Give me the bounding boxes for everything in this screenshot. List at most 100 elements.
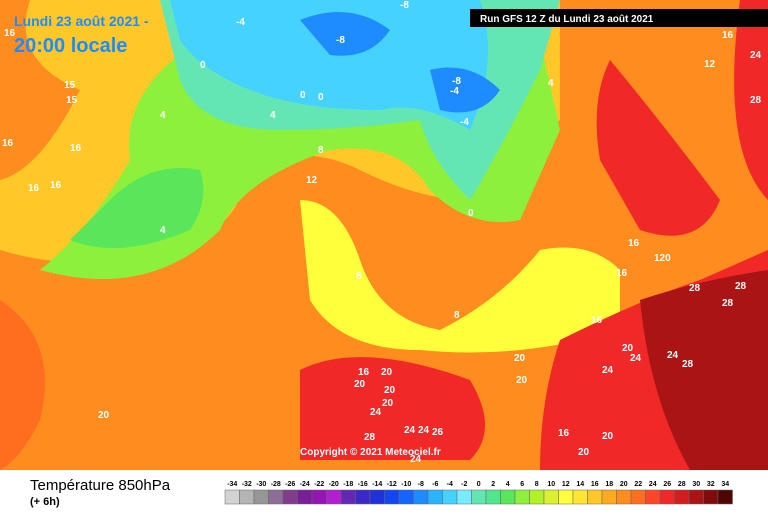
contour-label: 20 [354,379,366,390]
scale-swatch [239,489,255,505]
contour-label: 28 [682,359,694,370]
contour-label: -4 [460,117,469,128]
contour-label: 16 [591,315,603,326]
contour-label: 0 [318,92,324,103]
scale-label: 28 [678,481,686,488]
copyright: Copyright © 2021 Meteociel.fr [300,447,441,458]
contour-label: 4 [548,78,554,89]
contour-label: 4 [160,225,166,236]
scale-swatch [703,489,719,505]
scale-label: 12 [562,481,570,488]
contour-label: 8 [318,145,324,156]
scale-label: -6 [432,481,438,488]
contour-label: 20 [516,375,528,386]
contour-label: 28 [689,283,701,294]
contour-label: 24 [418,425,430,436]
scale-label: 0 [477,481,481,488]
scale-label: 30 [692,481,700,488]
scale-swatch [529,489,545,505]
scale-label: 2 [491,481,495,488]
scale-label: -28 [271,481,281,488]
scale-label: -4 [447,481,453,488]
contour-label: 8 [356,271,362,282]
contour-label: 0 [300,90,306,101]
contour-label: 16 [50,180,62,191]
contour-label: 16 [722,30,734,41]
scale-label: -32 [242,481,252,488]
scale-swatch [326,489,342,505]
contour-label: 24 [370,407,382,418]
scale-swatch [717,489,733,505]
scale-swatch [268,489,284,505]
contour-label: -8 [400,0,409,11]
contour-label: 24 [630,353,642,364]
contour-label: 20 [382,398,394,409]
contour-label: 20 [578,447,590,458]
scale-swatch [253,489,269,505]
contour-label: 0 [200,60,206,71]
scale-label: 26 [663,481,671,488]
scale-swatch [413,489,429,505]
warm-sea [0,300,45,470]
scale-swatch [514,489,530,505]
contour-label: 16 [628,238,640,249]
scale-label: -22 [314,481,324,488]
contour-label: 15 [66,95,78,106]
scale-swatch [311,489,327,505]
scale-swatch [659,489,675,505]
cool-region [70,168,204,248]
contour-label: 16 [28,183,40,194]
contour-label: 16 [70,143,82,154]
scale-label: -2 [461,481,467,488]
contour-label: 20 [381,367,393,378]
time-title: 20:00 locale [14,35,127,57]
contour-label: 12 [306,175,318,186]
cold-core [170,0,488,130]
contour-label: 15 [64,80,76,91]
date-title: Lundi 23 août 2021 - [14,13,149,29]
scale-swatch [572,489,588,505]
scale-swatch [558,489,574,505]
scale-label: 16 [591,481,599,488]
scale-label: 20 [620,481,628,488]
contour-label: 16 [4,28,16,39]
legend-title: Température 850hPa [30,477,171,494]
scale-label: -10 [401,481,411,488]
contour-label: 20 [514,353,526,364]
contour-label: 28 [364,432,376,443]
scale-label: -26 [285,481,295,488]
scale-swatch [500,489,516,505]
scale-swatch [616,489,632,505]
scale-label: 4 [506,481,510,488]
contour-label: 24 [602,365,614,376]
scale-swatch [601,489,617,505]
scale-swatch [456,489,472,505]
scale-swatch [485,489,501,505]
scale-swatch [369,489,385,505]
scale-swatch [630,489,646,505]
scale-label: -14 [372,481,382,488]
run-text: Run GFS 12 Z du Lundi 23 août 2021 [480,14,654,25]
contour-label: -8 [452,76,461,87]
scale-swatch [543,489,559,505]
legend-subtitle: (+ 6h) [30,496,60,508]
scale-swatch [427,489,443,505]
contour-label: 20 [602,431,614,442]
scale-label: -8 [418,481,424,488]
scale-label: -30 [256,481,266,488]
scale-label: -12 [387,481,397,488]
scale-label: -34 [227,481,237,488]
yellow-band [300,200,620,353]
contour-label: 28 [750,95,762,106]
scale-label: 22 [634,481,642,488]
contour-label: 16 [558,428,570,439]
scale-swatch [587,489,603,505]
scale-swatch [355,489,371,505]
contour-label: 24 [404,425,416,436]
contour-label: 20 [384,385,396,396]
contour-label: 16 [616,268,628,279]
contour-label: 24 [410,454,422,465]
contour-label: 24 [750,50,762,61]
contour-label: -4 [450,86,459,97]
